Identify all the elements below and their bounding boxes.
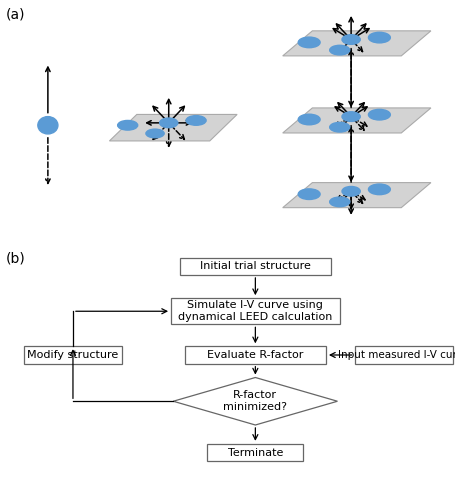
- Polygon shape: [282, 31, 430, 56]
- Text: Modify structure: Modify structure: [27, 350, 118, 360]
- Polygon shape: [282, 182, 430, 208]
- Ellipse shape: [368, 110, 389, 120]
- Text: R-factor
minimized?: R-factor minimized?: [223, 390, 287, 412]
- Ellipse shape: [298, 37, 319, 48]
- FancyBboxPatch shape: [171, 298, 339, 324]
- FancyBboxPatch shape: [354, 346, 451, 364]
- FancyBboxPatch shape: [184, 346, 325, 364]
- Text: Input measured I-V curve: Input measured I-V curve: [337, 350, 455, 360]
- Ellipse shape: [38, 116, 58, 134]
- Polygon shape: [173, 378, 337, 425]
- Ellipse shape: [329, 122, 349, 132]
- Ellipse shape: [329, 197, 349, 206]
- Ellipse shape: [368, 32, 389, 43]
- Text: Initial trial structure: Initial trial structure: [199, 261, 310, 271]
- Ellipse shape: [368, 184, 389, 194]
- FancyBboxPatch shape: [24, 346, 121, 364]
- FancyBboxPatch shape: [180, 258, 330, 275]
- Text: (b): (b): [5, 252, 25, 265]
- Ellipse shape: [329, 46, 349, 55]
- Text: (a): (a): [5, 7, 25, 21]
- Ellipse shape: [298, 114, 319, 125]
- Polygon shape: [282, 108, 430, 133]
- Ellipse shape: [146, 129, 164, 138]
- Ellipse shape: [159, 118, 177, 128]
- Ellipse shape: [117, 120, 137, 130]
- Ellipse shape: [186, 116, 206, 126]
- Ellipse shape: [341, 186, 359, 196]
- Text: Simulate I-V curve using
dynamical LEED calculation: Simulate I-V curve using dynamical LEED …: [178, 300, 332, 322]
- Text: Terminate: Terminate: [227, 448, 283, 458]
- Ellipse shape: [341, 112, 359, 122]
- FancyBboxPatch shape: [207, 444, 303, 461]
- Ellipse shape: [298, 189, 319, 200]
- Text: Evaluate R-factor: Evaluate R-factor: [207, 350, 303, 360]
- Ellipse shape: [341, 34, 359, 44]
- Polygon shape: [109, 114, 237, 141]
